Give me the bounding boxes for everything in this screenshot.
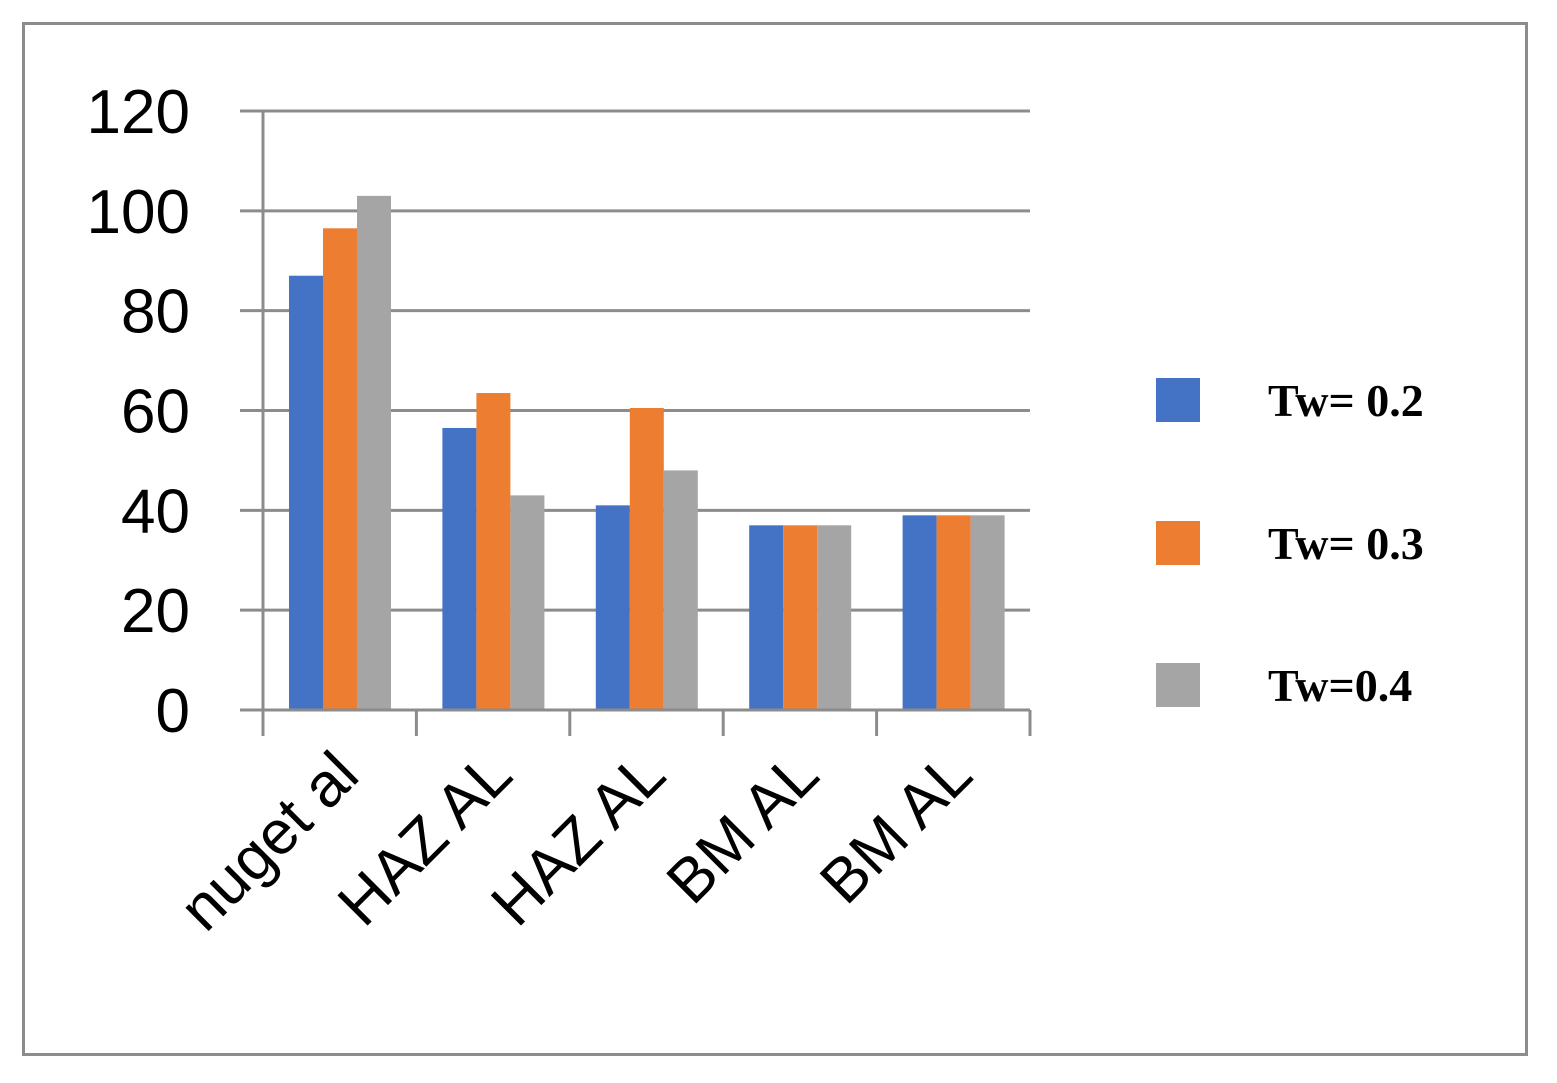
- x-category-label: HAZ AL: [479, 739, 679, 939]
- axes: [240, 111, 1032, 736]
- bars: [289, 195, 1005, 710]
- x-category-label: HAZ AL: [325, 739, 525, 939]
- x-category-label: nuget al: [167, 739, 372, 944]
- y-tick-label: 100: [87, 178, 190, 247]
- y-tick-label: 0: [156, 677, 190, 746]
- bar: [970, 515, 1005, 710]
- bar: [783, 525, 818, 710]
- legend-label: Tw=0.4: [1268, 660, 1412, 711]
- bar: [663, 470, 698, 710]
- legend-label: Tw= 0.2: [1268, 375, 1424, 426]
- bar: [476, 393, 511, 710]
- bar: [357, 195, 391, 710]
- y-tick-label: 80: [121, 278, 190, 347]
- bar: [442, 427, 477, 710]
- legend-swatch: [1156, 663, 1200, 707]
- legend-label: Tw= 0.3: [1268, 518, 1424, 569]
- legend: Tw= 0.2 Tw= 0.3 Tw=0.4: [1156, 375, 1424, 711]
- bar: [629, 408, 664, 710]
- bar: [817, 525, 852, 710]
- y-tick-labels: 0 20 40 60 80 100 120: [87, 78, 190, 746]
- bar: [595, 505, 630, 710]
- x-category-label: BM AL: [654, 739, 832, 917]
- bar: [902, 515, 937, 710]
- bar: [936, 515, 971, 710]
- bar: [289, 275, 323, 710]
- bar: [510, 495, 545, 710]
- y-tick-label: 120: [87, 78, 190, 147]
- y-tick-label: 20: [121, 577, 190, 646]
- legend-swatch: [1156, 378, 1200, 422]
- bar: [323, 228, 357, 710]
- x-category-label: BM AL: [807, 739, 985, 917]
- y-tick-label: 60: [121, 378, 190, 447]
- legend-swatch: [1156, 521, 1200, 565]
- y-tick-label: 40: [121, 477, 190, 546]
- bar: [749, 525, 784, 710]
